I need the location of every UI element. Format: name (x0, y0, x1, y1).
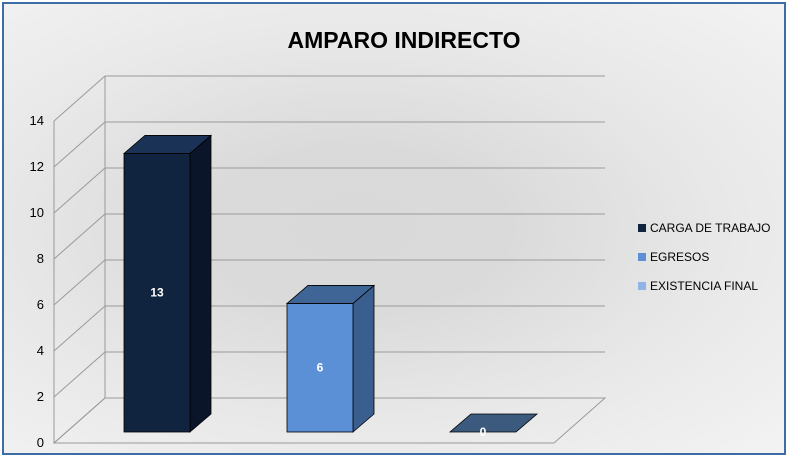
legend-swatch (638, 253, 646, 261)
legend-label: EGRESOS (650, 250, 709, 264)
gridline-side (53, 305, 106, 352)
bar-side (352, 284, 375, 433)
legend-label: EXISTENCIA FINAL (650, 279, 758, 293)
data-label: 13 (150, 286, 164, 300)
chart-frame: AMPARO INDIRECTO 0 2 4 6 8 10 12 14 13 6 0 CARGA DE… (2, 2, 786, 455)
legend-label: CARGA DE TRABAJO (650, 221, 770, 235)
y-tick-label: 12 (30, 159, 44, 174)
gridline-side (53, 351, 106, 398)
y-tick-label: 2 (37, 389, 44, 404)
y-tick-label: 10 (30, 205, 44, 220)
data-label: 6 (317, 361, 324, 375)
y-tick-label: 4 (37, 343, 44, 358)
legend-swatch (638, 224, 646, 232)
gridline-side (53, 259, 106, 306)
y-tick-label: 14 (30, 113, 44, 128)
bar-top (448, 413, 539, 433)
y-tick-label: 6 (37, 297, 44, 312)
chart-svg: AMPARO INDIRECTO 0 2 4 6 8 10 12 14 13 6 0 CARGA DE… (30, 27, 771, 450)
bar-side (189, 134, 212, 433)
gridline-side (53, 121, 106, 168)
data-label: 0 (480, 425, 487, 439)
y-tick-label: 0 (37, 435, 44, 450)
chart-title: AMPARO INDIRECTO (288, 27, 521, 53)
bar-top (285, 285, 376, 304)
gridline-side (53, 75, 106, 122)
gridline-side (53, 213, 106, 260)
gridline-side (53, 167, 106, 214)
legend-swatch (638, 282, 646, 290)
floor (52, 397, 607, 444)
bar-top (122, 135, 213, 154)
y-tick-label: 8 (37, 251, 44, 266)
